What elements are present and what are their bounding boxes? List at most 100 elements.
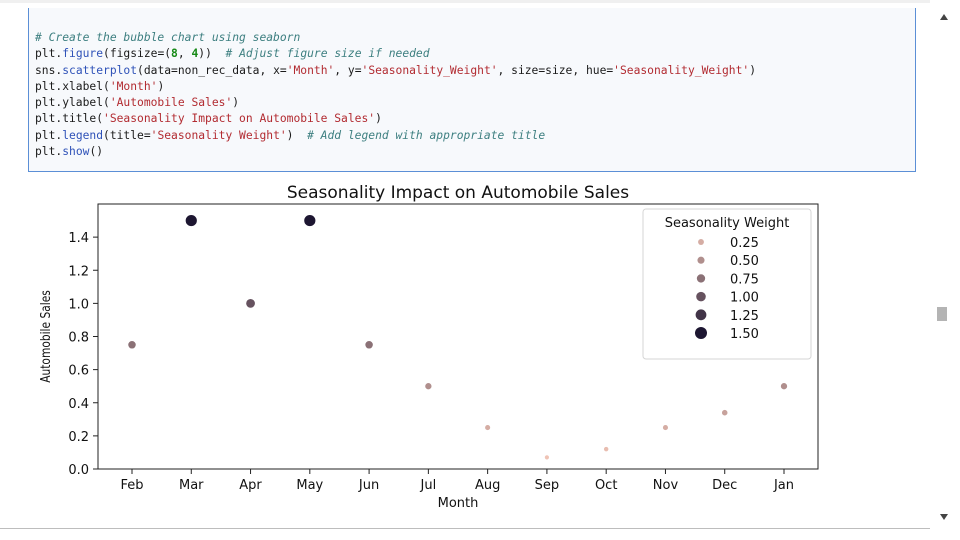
code-line: plt.legend(title='Seasonality Weight') #… <box>35 128 756 144</box>
x-tick-label: Aug <box>475 478 500 493</box>
data-point <box>544 454 550 461</box>
x-tick-label: Jun <box>358 478 379 493</box>
code-token: # Add legend with appropriate title <box>307 128 546 142</box>
code-token: plt.title( <box>35 112 104 126</box>
legend-marker <box>695 327 707 339</box>
vertical-scrollbar[interactable] <box>930 0 960 540</box>
y-tick-label: 0.0 <box>68 463 89 478</box>
x-tick-label: Nov <box>653 478 679 493</box>
legend-label: 1.50 <box>730 327 759 342</box>
code-token: 'Month' <box>109 79 158 93</box>
data-point <box>424 382 433 391</box>
x-tick-label: Mar <box>179 478 204 493</box>
code-token: 'Month' <box>286 63 335 77</box>
legend-label: 0.75 <box>730 272 759 287</box>
plot-frame <box>97 203 819 470</box>
legend-title: Seasonality Weight <box>665 216 790 231</box>
code-token: )) <box>198 47 226 61</box>
code-line: plt.figure(figsize=(8, 4)) # Adjust figu… <box>35 46 756 62</box>
legend-label: 1.00 <box>730 291 759 306</box>
code-token: ) <box>232 96 240 110</box>
code-line: plt.xlabel('Month') <box>35 79 756 95</box>
code-token: 'Seasonality_Weight' <box>613 63 750 77</box>
x-tick-label: Dec <box>712 478 737 493</box>
code-line: plt.show() <box>35 144 756 160</box>
y-tick-label: 1.4 <box>68 231 89 246</box>
y-tick-label: 1.2 <box>68 264 89 279</box>
code-editor[interactable]: # Create the bubble chart using seaborn p… <box>35 30 756 160</box>
data-point <box>245 298 256 309</box>
previous-code-line-fragment <box>0 0 930 3</box>
code-token: (figsize=( <box>103 47 172 61</box>
y-axis-label: Automobile Sales <box>38 290 53 383</box>
code-cell[interactable]: # Create the bubble chart using seaborn p… <box>28 8 916 172</box>
code-token: plt. <box>35 47 63 61</box>
legend-marker <box>695 309 707 321</box>
y-tick-label: 0.6 <box>68 364 89 379</box>
x-tick-label: Oct <box>595 478 617 493</box>
code-line: sns.scatterplot(data=non_rec_data, x='Mo… <box>35 63 756 79</box>
code-token: plt. <box>35 128 63 142</box>
legend-marker <box>696 274 706 283</box>
code-line: plt.title('Seasonality Impact on Automob… <box>35 111 756 127</box>
bubble-chart: Seasonality Impact on Automobile Sales 0.… <box>38 183 819 511</box>
code-token: , y= <box>334 63 362 77</box>
legend-marker <box>696 291 706 302</box>
code-token: plt.ylabel( <box>35 96 110 110</box>
legend-marker <box>698 239 704 245</box>
data-point <box>184 214 198 227</box>
data-point <box>662 424 669 431</box>
code-token: legend <box>62 128 104 142</box>
code-token: , size=size, hue= <box>497 63 614 77</box>
code-token: (data=non_rec_data, x= <box>137 63 287 77</box>
data-point <box>721 409 729 417</box>
code-token: show <box>62 145 90 159</box>
code-token: 8 <box>171 47 178 61</box>
legend-label: 1.25 <box>730 309 759 324</box>
code-token: 'Seasonality_Weight' <box>361 63 498 77</box>
data-point <box>364 340 374 350</box>
scroll-up-icon[interactable] <box>940 14 948 20</box>
code-token: () <box>89 145 104 159</box>
cell-divider <box>0 528 930 529</box>
code-token: plt.xlabel( <box>35 79 110 93</box>
code-token: # Adjust figure size if needed <box>225 47 430 61</box>
data-point <box>603 446 610 453</box>
code-token: plt. <box>35 145 63 159</box>
scrollbar-thumb[interactable] <box>937 307 947 321</box>
code-token: ) <box>157 79 165 93</box>
y-tick-label: 0.8 <box>68 331 89 346</box>
x-tick-label: Jul <box>420 478 437 493</box>
x-tick-label: Sep <box>535 478 560 493</box>
data-point <box>303 214 317 227</box>
code-token: (title= <box>103 128 151 142</box>
code-token: 4 <box>191 47 199 61</box>
code-token: # Create the bubble chart using seaborn <box>35 31 301 44</box>
code-token: 'Automobile Sales' <box>109 96 233 110</box>
legend-label: 0.25 <box>730 236 759 251</box>
code-token: ) <box>286 128 308 142</box>
code-token: 'Seasonality Weight' <box>150 128 287 142</box>
x-tick-label: May <box>296 478 323 493</box>
x-tick-label: Jan <box>773 478 794 493</box>
legend-marker <box>697 256 705 264</box>
x-axis-label: Month <box>438 496 479 511</box>
x-tick-label: Apr <box>239 478 262 493</box>
data-point <box>484 424 491 431</box>
code-token: 'Seasonality Impact on Automobile Sales' <box>103 112 376 126</box>
chart-title: Seasonality Impact on Automobile Sales <box>287 183 629 203</box>
code-token: sns. <box>35 63 63 77</box>
legend-box <box>642 208 812 360</box>
y-tick-label: 1.0 <box>68 297 89 312</box>
code-token: ) <box>749 63 757 77</box>
code-token: ) <box>375 112 382 126</box>
data-point <box>127 340 137 350</box>
scroll-down-icon[interactable] <box>940 514 948 520</box>
code-line: plt.ylabel('Automobile Sales') <box>35 95 756 111</box>
code-token: , <box>177 47 192 61</box>
code-line: # Create the bubble chart using seaborn <box>35 30 756 46</box>
code-token: scatterplot <box>62 63 138 77</box>
y-tick-label: 0.4 <box>68 397 89 412</box>
x-tick-label: Feb <box>120 478 143 493</box>
y-tick-label: 0.2 <box>68 430 89 445</box>
